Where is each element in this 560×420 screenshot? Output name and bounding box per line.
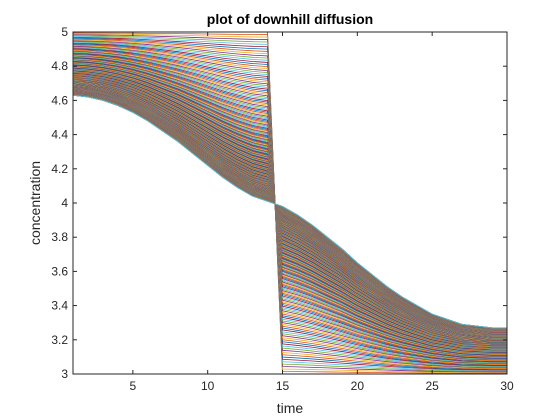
series-line xyxy=(72,62,507,352)
series-line xyxy=(72,34,507,373)
series-line xyxy=(72,48,507,363)
series-line xyxy=(72,40,507,368)
y-tick-label: 4.4 xyxy=(51,128,68,142)
y-tick-label: 3.2 xyxy=(51,333,68,347)
series-line xyxy=(72,54,507,358)
series-line xyxy=(72,54,507,358)
series-line xyxy=(72,56,507,357)
series-line xyxy=(72,46,507,364)
series-line xyxy=(72,45,507,365)
axis-ticks: 5 10 15 20 25 30 3 3.2 3.4 3.6 3.8 4 4.2 4.4 4.6 4.8 5 xyxy=(51,25,514,393)
series-line xyxy=(72,39,507,369)
series-line xyxy=(72,59,507,355)
series-line xyxy=(72,38,507,370)
chart-title: plot of downhill diffusion xyxy=(207,11,373,27)
series-line xyxy=(72,35,507,372)
series-line xyxy=(72,47,507,363)
series-line xyxy=(72,56,507,357)
y-tick-label: 3 xyxy=(61,367,68,381)
series-line xyxy=(72,44,507,365)
series-line xyxy=(72,46,507,364)
series-line xyxy=(72,63,507,352)
series-line xyxy=(72,65,507,350)
series-line xyxy=(72,55,507,357)
series-line xyxy=(72,61,507,353)
series-line xyxy=(72,38,507,370)
y-tick-label: 3.4 xyxy=(51,299,68,313)
x-tick-label: 5 xyxy=(130,379,137,393)
series-line xyxy=(72,42,507,367)
series-line xyxy=(72,94,507,329)
series-line xyxy=(72,51,507,360)
series-line xyxy=(72,32,507,374)
series-lines xyxy=(72,31,507,375)
plot-area: 5 10 15 20 25 30 3 3.2 3.4 3.6 3.8 4 4.2 4.4 4.6 4.8 5 xyxy=(51,25,514,393)
series-line xyxy=(72,58,507,355)
series-line xyxy=(72,50,507,361)
series-line xyxy=(72,58,507,355)
x-tick-label: 15 xyxy=(276,379,290,393)
series-line xyxy=(72,61,507,353)
series-line xyxy=(72,33,507,374)
y-tick-label: 4.2 xyxy=(51,162,68,176)
series-line xyxy=(72,49,507,362)
series-line xyxy=(72,57,507,356)
series-line xyxy=(72,60,507,354)
series-line xyxy=(72,63,507,352)
series-line xyxy=(72,43,507,366)
x-tick-label: 25 xyxy=(425,379,439,393)
series-line xyxy=(72,37,507,371)
y-axis-title: concentration xyxy=(27,161,43,245)
series-line xyxy=(72,64,507,351)
series-line xyxy=(72,60,507,354)
series-line xyxy=(72,48,507,362)
x-tick-label: 10 xyxy=(201,379,215,393)
series-line xyxy=(72,41,507,368)
y-tick-label: 3.8 xyxy=(51,230,68,244)
series-line xyxy=(72,52,507,360)
y-tick-label: 3.6 xyxy=(51,264,68,278)
x-tick-label: 20 xyxy=(351,379,365,393)
series-line xyxy=(72,36,507,372)
y-tick-label: 5 xyxy=(61,25,68,39)
y-tick-label: 4.6 xyxy=(51,93,68,107)
series-line xyxy=(72,62,507,353)
y-tick-label: 4 xyxy=(61,196,68,210)
series-line xyxy=(72,65,507,350)
x-axis-title: time xyxy=(277,400,304,416)
series-line xyxy=(72,51,507,361)
y-tick-label: 4.8 xyxy=(51,59,68,73)
series-line xyxy=(72,64,507,351)
x-tick-label: 30 xyxy=(500,379,514,393)
series-line xyxy=(72,52,507,359)
series-line xyxy=(72,42,507,367)
series-line xyxy=(72,64,507,351)
series-line xyxy=(72,57,507,356)
series-line xyxy=(72,53,507,359)
